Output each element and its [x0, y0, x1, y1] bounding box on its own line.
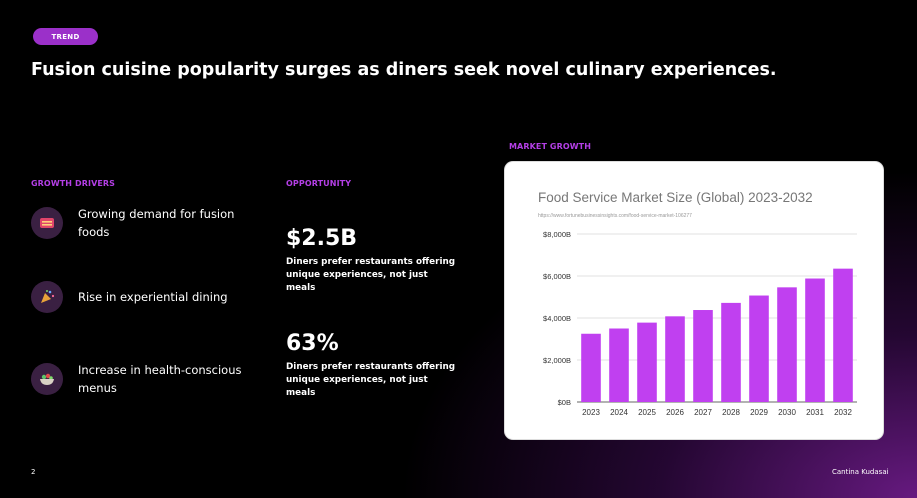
- bar-chart: $0B $2,000B $4,000B $6,000B $8,000B 2023 2024 2…: [543, 230, 857, 417]
- stat-description: Diners prefer restaurants offering uniqu…: [286, 362, 456, 398]
- x-tick-label: 2023: [582, 408, 600, 417]
- y-tick-label: $4,000B: [543, 314, 571, 323]
- y-tick-label: $0B: [558, 398, 571, 407]
- food-icon: [31, 207, 63, 239]
- driver-item-health-conscious: Increase in health-conscious menus: [31, 361, 271, 397]
- stat-value: 63%: [286, 331, 339, 356]
- celebration-icon: [31, 281, 63, 313]
- x-tick-label: 2025: [638, 408, 656, 417]
- footer-author: Cantina Kudasai: [832, 468, 889, 476]
- x-tick-label: 2030: [778, 408, 796, 417]
- salad-bowl-icon: [31, 363, 63, 395]
- chart-source: https://www.fortunebusinessinsights.com/…: [538, 213, 692, 219]
- market-growth-label: MARKET GROWTH: [509, 142, 592, 151]
- x-tick-label: 2028: [722, 408, 740, 417]
- driver-item-experiential-dining: Rise in experiential dining: [31, 281, 271, 313]
- bar-2029: [749, 295, 769, 402]
- opportunity-label: OPPORTUNITY: [286, 179, 352, 188]
- stat-value: $2.5B: [286, 226, 358, 251]
- x-tick-label: 2024: [610, 408, 628, 417]
- page-number: 2: [31, 468, 36, 476]
- chart-title: Food Service Market Size (Global) 2023-2…: [538, 190, 813, 205]
- x-tick-label: 2031: [806, 408, 824, 417]
- growth-drivers-label: GROWTH DRIVERS: [31, 179, 116, 188]
- trend-tag: TREND: [33, 28, 98, 45]
- x-tick-label: 2029: [750, 408, 768, 417]
- bar-2030: [777, 287, 797, 402]
- bar-2026: [665, 316, 685, 402]
- bar-2031: [805, 278, 825, 402]
- page-title: Fusion cuisine popularity surges as dine…: [31, 60, 777, 80]
- bar-2027: [693, 310, 713, 402]
- driver-item-fusion-foods: Growing demand for fusion foods: [31, 205, 271, 241]
- bar-2028: [721, 302, 741, 402]
- driver-text: Increase in health-conscious menus: [78, 363, 242, 395]
- driver-text: Rise in experiential dining: [78, 290, 228, 304]
- bar-2023: [581, 333, 601, 402]
- bar-2025: [637, 322, 657, 402]
- y-tick-label: $6,000B: [543, 272, 571, 281]
- stat-description: Diners prefer restaurants offering uniqu…: [286, 257, 456, 293]
- y-tick-label: $2,000B: [543, 356, 571, 365]
- bar-2024: [609, 328, 629, 402]
- x-tick-label: 2032: [834, 408, 852, 417]
- chart-card: Food Service Market Size (Global) 2023-2…: [505, 162, 883, 439]
- bar-2032: [833, 268, 853, 402]
- x-tick-label: 2027: [694, 408, 712, 417]
- driver-text: Growing demand for fusion foods: [78, 207, 235, 239]
- y-tick-label: $8,000B: [543, 230, 571, 239]
- x-tick-label: 2026: [666, 408, 684, 417]
